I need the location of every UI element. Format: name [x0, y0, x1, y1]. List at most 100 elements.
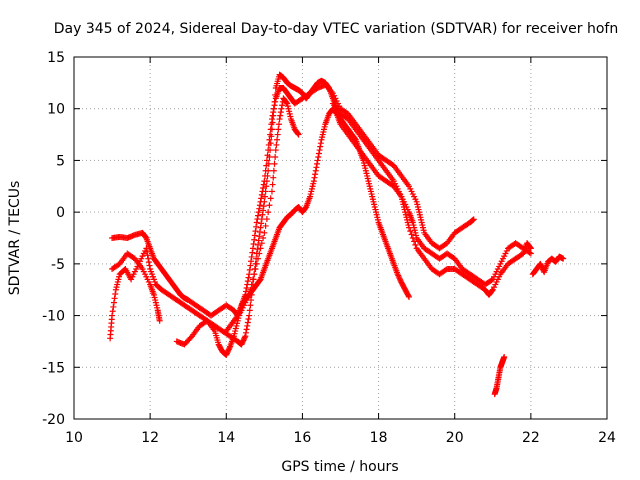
data-point: [272, 98, 279, 105]
data-point: [258, 220, 265, 227]
data-point: [261, 178, 268, 185]
data-point: [560, 255, 567, 262]
series-track-7: [491, 353, 508, 398]
data-point: [265, 209, 272, 216]
data-point: [273, 141, 280, 148]
data-point: [256, 233, 263, 240]
data-point: [312, 171, 319, 178]
data-point: [311, 174, 318, 181]
data-point: [223, 350, 230, 357]
data-point: [239, 340, 246, 347]
data-point: [270, 105, 277, 112]
data-point: [526, 249, 533, 256]
data-point: [255, 237, 262, 244]
data-point: [259, 211, 266, 218]
data-point: [279, 102, 286, 109]
series-track-8: [529, 253, 567, 278]
data-point: [239, 338, 246, 345]
data-point: [276, 116, 283, 123]
data-point: [272, 153, 279, 160]
data-point: [248, 253, 255, 260]
data-point: [267, 195, 274, 202]
data-point: [251, 232, 258, 239]
data-point: [263, 162, 270, 169]
data-point: [271, 102, 278, 109]
series-track-6: [329, 100, 534, 298]
series-track-2: [109, 81, 477, 319]
data-point: [266, 202, 273, 209]
data-point: [407, 228, 414, 235]
data-point: [275, 126, 282, 133]
series-track-1: [107, 71, 413, 348]
data-point: [409, 235, 416, 241]
data-point: [397, 276, 404, 283]
data-point: [156, 317, 163, 324]
data-point: [223, 351, 230, 358]
data-point: [109, 312, 116, 319]
data-point: [256, 205, 263, 212]
data-point: [314, 160, 321, 167]
x-tick-label: 12: [141, 430, 159, 446]
data-point: [315, 153, 322, 160]
data-point: [251, 271, 258, 278]
y-tick-label: -5: [51, 257, 65, 273]
data-point: [266, 136, 273, 143]
y-tick-label: 5: [56, 153, 65, 169]
data-point: [527, 245, 534, 252]
data-point: [278, 105, 285, 112]
data-point: [246, 266, 253, 273]
data-point: [252, 228, 259, 235]
data-point: [272, 147, 279, 154]
data-point: [412, 241, 419, 248]
data-point: [242, 333, 249, 340]
data-point: [112, 291, 119, 298]
data-point: [109, 308, 116, 315]
x-axis-label: GPS time / hours: [281, 459, 398, 475]
x-tick-label: 18: [370, 430, 388, 446]
data-point: [312, 167, 319, 174]
data-point: [315, 150, 322, 157]
chart-title: Day 345 of 2024, Sidereal Day-to-day VTE…: [54, 21, 618, 37]
data-point: [146, 262, 153, 269]
data-point: [248, 258, 255, 265]
data-point: [257, 245, 264, 252]
data-point: [257, 224, 264, 231]
data-point: [317, 140, 324, 147]
data-point: [249, 276, 256, 283]
x-tick-label: 20: [446, 430, 464, 446]
data-point: [246, 291, 253, 298]
data-point: [246, 271, 253, 278]
data-point: [251, 236, 258, 243]
data-point: [269, 112, 276, 119]
data-point: [260, 185, 267, 192]
data-point: [254, 246, 261, 253]
data-point: [255, 209, 262, 216]
data-point: [470, 216, 477, 223]
data-point: [314, 157, 321, 164]
data-point: [244, 319, 251, 326]
data-point: [328, 88, 335, 95]
data-point: [110, 299, 117, 306]
data-point: [240, 337, 247, 344]
data-point: [255, 241, 262, 248]
data-point: [406, 293, 413, 300]
data-point: [254, 216, 261, 223]
data-point: [537, 260, 544, 267]
data-point: [256, 250, 263, 257]
data-point: [261, 193, 268, 200]
data-point: [253, 260, 260, 267]
data-point: [262, 167, 269, 174]
data-point: [259, 188, 266, 195]
data-point: [258, 240, 265, 247]
axis-ticks: 10 12 14 16 18 20 22 24 -20 -15 -10 -5 0 5 10 15: [42, 50, 616, 446]
data-point: [246, 307, 253, 314]
data-point: [313, 164, 320, 171]
data-point: [274, 136, 281, 143]
data-point: [263, 157, 270, 164]
data-point: [224, 349, 231, 356]
data-point: [247, 302, 254, 309]
data-point: [310, 178, 317, 185]
data-point: [261, 172, 268, 179]
data-point: [406, 224, 413, 231]
